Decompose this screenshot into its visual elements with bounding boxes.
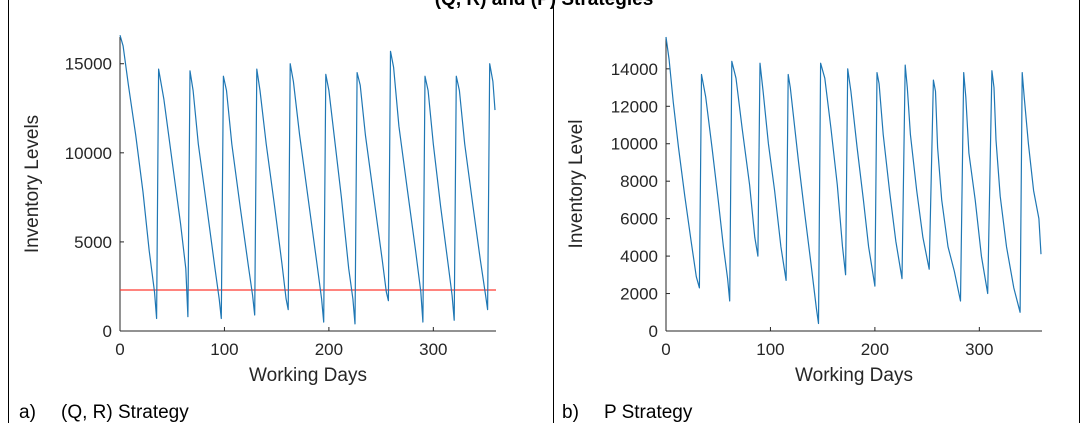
- caption-b-letter: b): [562, 402, 579, 423]
- y-tick-label: 14000: [611, 60, 658, 79]
- caption-panel-b: b) P Strategy: [562, 402, 692, 424]
- x-axis-label: Working Days: [249, 365, 367, 386]
- y-tick-label: 15000: [65, 55, 112, 74]
- y-tick-label: 10000: [65, 144, 112, 163]
- x-tick-label: 200: [315, 340, 343, 359]
- y-tick-label: 8000: [620, 172, 658, 191]
- x-tick-label: 300: [965, 340, 993, 359]
- y-axis-label: Inventory Level: [566, 120, 587, 249]
- x-tick-label: 0: [115, 340, 124, 359]
- x-axis-label: Working Days: [795, 365, 913, 386]
- panel-a: [8, 0, 554, 423]
- y-tick-label: 4000: [620, 247, 658, 266]
- caption-b-text: P Strategy: [604, 402, 693, 423]
- x-tick-label: 100: [210, 340, 238, 359]
- y-tick-label: 0: [103, 322, 112, 341]
- figure-title: (Q, R) and (P) Strategies: [0, 0, 1088, 11]
- y-axis-label: Inventory Levels: [22, 115, 43, 253]
- caption-panel-a: a) (Q, R) Strategy: [19, 402, 189, 424]
- x-tick-label: 0: [661, 340, 670, 359]
- inventory-series-line: [665, 36, 1042, 325]
- y-tick-label: 12000: [611, 97, 658, 116]
- inventory-series-line: [119, 35, 496, 325]
- caption-a-text: (Q, R) Strategy: [61, 402, 189, 423]
- y-tick-label: 10000: [611, 135, 658, 154]
- x-tick-label: 300: [419, 340, 447, 359]
- caption-a-letter: a): [19, 402, 36, 423]
- x-tick-label: 100: [756, 340, 784, 359]
- y-tick-label: 6000: [620, 210, 658, 229]
- x-tick-label: 200: [861, 340, 889, 359]
- y-tick-label: 2000: [620, 285, 658, 304]
- y-tick-label: 0: [649, 322, 658, 341]
- panel-b: [553, 0, 1080, 423]
- y-tick-label: 5000: [74, 233, 112, 252]
